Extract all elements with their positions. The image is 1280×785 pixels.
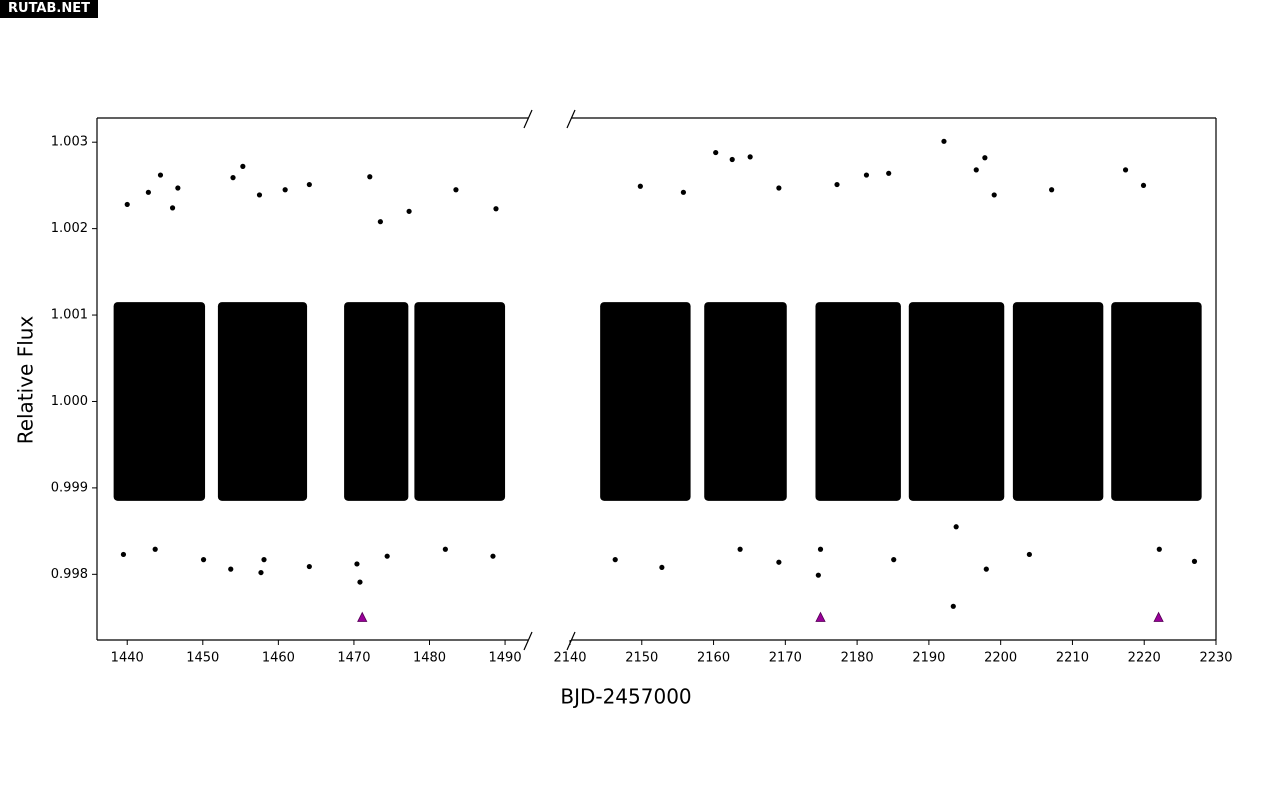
x-tick-label: 1480 [413, 651, 446, 666]
point [982, 155, 988, 161]
point [175, 185, 181, 191]
dense-flux-block [815, 302, 901, 501]
point [152, 546, 158, 552]
point [659, 564, 665, 571]
point [941, 138, 947, 144]
x-tick-label: 2190 [912, 651, 945, 666]
point [124, 201, 130, 208]
x-tick-label: 2170 [769, 651, 802, 666]
point [228, 566, 234, 572]
x-tick-label: 2220 [1128, 651, 1161, 666]
point [612, 557, 618, 563]
point [453, 187, 459, 193]
x-tick-label: 2150 [625, 651, 658, 666]
point [834, 181, 840, 188]
x-tick-label: 2200 [984, 651, 1017, 666]
point [256, 192, 263, 198]
point [120, 551, 127, 558]
axes-frame [96, 109, 1217, 651]
point [306, 181, 312, 188]
point [713, 149, 719, 156]
y-tick-label: 0.998 [51, 567, 88, 582]
dense-flux-block [113, 302, 206, 501]
point [145, 189, 151, 195]
dense-flux-block [908, 302, 1005, 501]
point [1191, 558, 1198, 564]
transit-marker [357, 611, 368, 622]
point [200, 557, 207, 563]
point [1156, 546, 1162, 552]
point [493, 206, 499, 212]
point [953, 524, 959, 530]
point [991, 192, 997, 198]
y-axis-label: Relative Flux [14, 316, 38, 445]
point [282, 187, 288, 193]
point [973, 167, 979, 173]
dense-flux-block [1111, 302, 1202, 501]
point [377, 219, 383, 225]
dense-flux-block [1012, 302, 1104, 501]
x-tick-label: 1460 [262, 651, 295, 666]
point [891, 557, 897, 563]
point [886, 170, 892, 176]
dense-flux-block [704, 302, 787, 501]
y-tick-label: 0.999 [51, 480, 88, 495]
transit-marker [1153, 611, 1164, 622]
point [680, 189, 687, 195]
y-tick-label: 1.001 [51, 308, 88, 323]
point [1140, 182, 1147, 189]
point [240, 163, 246, 169]
x-axis-label: BJD-2457000 [560, 685, 691, 709]
x-tick-label: 1490 [489, 651, 522, 666]
point [737, 546, 743, 552]
point [384, 553, 390, 559]
point [747, 154, 753, 160]
point [1049, 187, 1055, 193]
dense-flux-block [344, 302, 409, 501]
point [863, 172, 870, 178]
watermark: RUTAB.NET [0, 0, 98, 18]
point [157, 172, 164, 178]
point [1026, 551, 1032, 558]
point [776, 559, 782, 565]
point [817, 546, 824, 552]
point [776, 185, 782, 191]
dense-flux-block [414, 302, 506, 501]
x-tick-label: 2160 [697, 651, 730, 666]
transit-marker [815, 611, 826, 622]
point [258, 569, 264, 576]
x-tick-label: 2210 [1056, 651, 1089, 666]
x-tick-label: 1440 [111, 651, 144, 666]
point [950, 603, 956, 609]
point [354, 561, 360, 567]
point [261, 557, 267, 563]
point [729, 156, 735, 163]
x-tick-label: 1470 [337, 651, 370, 666]
point [490, 553, 496, 559]
y-tick-label: 1.000 [51, 394, 88, 409]
x-tick-label: 1450 [186, 651, 219, 666]
point [169, 205, 176, 211]
dense-flux-block [217, 302, 308, 501]
x-tick-label: 2180 [841, 651, 874, 666]
x-tick-label: 2230 [1199, 651, 1232, 666]
y-tick-label: 1.003 [51, 135, 88, 150]
point [357, 579, 363, 585]
point [306, 563, 312, 570]
y-tick-label: 1.002 [51, 221, 88, 236]
point [442, 546, 448, 552]
x-tick-label: 2140 [553, 651, 586, 666]
point [637, 183, 643, 189]
point [1122, 167, 1129, 173]
point [367, 174, 373, 180]
point [406, 208, 412, 214]
point [815, 572, 821, 578]
point [230, 175, 236, 181]
point [983, 566, 989, 572]
dense-flux-block [600, 302, 691, 501]
